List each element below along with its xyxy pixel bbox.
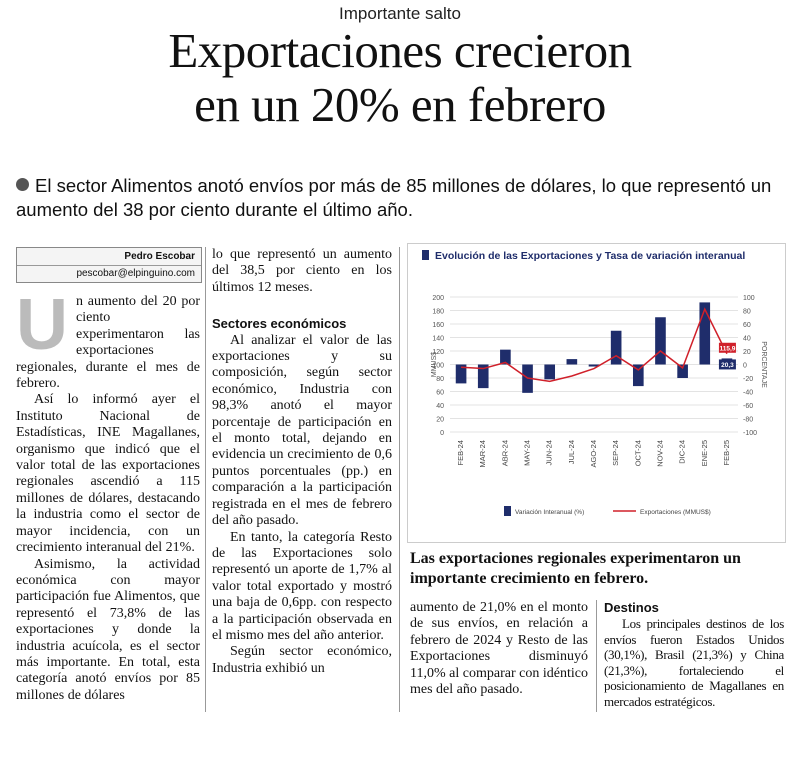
bar (500, 349, 511, 365)
x-tick-label: DIC-24 (678, 440, 687, 464)
x-tick-label: OCT-24 (633, 440, 642, 466)
x-tick-label: JUN-24 (545, 440, 554, 465)
column-divider (399, 247, 400, 712)
bar (566, 359, 578, 365)
data-label: 20,3 (721, 362, 734, 369)
data-label-box (718, 359, 736, 370)
drop-cap: U (16, 285, 68, 365)
x-tick-label: ENE-25 (700, 440, 709, 466)
author-email[interactable]: pescobar@elpinguino.com (76, 268, 195, 279)
chart-svg: 200180160140120100806040200100806040200-… (431, 295, 767, 516)
bar (455, 364, 467, 384)
column-3: aumento de 21,0% en el monto de sus enví… (410, 600, 588, 698)
paragraph: Asimismo, la actividad económica con may… (16, 556, 200, 703)
chart: Evolución de las Exportaciones y Tasa de… (407, 243, 786, 543)
left-tick-label: 80 (436, 376, 444, 383)
left-tick-label: 180 (432, 309, 444, 316)
right-tick-label: -100 (743, 430, 757, 437)
column-4: Destinos Los principales destinos de los… (604, 600, 784, 709)
x-tick-label: SEP-24 (611, 440, 620, 466)
author-name: Pedro Escobar (17, 248, 201, 266)
bar (655, 317, 666, 365)
x-tick-label: NOV-24 (655, 440, 664, 467)
x-tick-label: MAY-24 (523, 440, 532, 466)
left-tick-label: 200 (432, 295, 444, 302)
chart-title: Evolución de las Exportaciones y Tasa de… (422, 250, 745, 262)
left-tick-label: 140 (432, 336, 444, 343)
bar (544, 364, 556, 380)
left-axis-label: MMUS$ (431, 352, 438, 377)
x-tick-label: FEB-25 (722, 440, 731, 465)
summary: El sector Alimentos anotó envíos por más… (16, 174, 786, 222)
right-tick-label: 60 (743, 322, 751, 329)
right-axis-label: PORCENTAJE (760, 341, 767, 388)
byline: Pedro Escobar pescobar@elpinguino.com (16, 247, 202, 283)
x-tick-label: MAR-24 (478, 440, 487, 468)
left-tick-label: 0 (440, 430, 444, 437)
line-series (461, 307, 728, 383)
headline: Exportaciones crecieron en un 20% en feb… (0, 24, 800, 132)
legend-label: Variación Interanual (%) (515, 509, 584, 516)
bar (588, 364, 600, 367)
data-label-box (718, 342, 736, 353)
left-tick-label: 60 (436, 390, 444, 397)
bar (699, 302, 711, 365)
column-divider (596, 600, 597, 712)
subhead: Sectores económicos (212, 316, 347, 332)
paragraph: Los principales destinos de los envíos f… (604, 616, 784, 709)
paragraph: n aumento del 20 por ciento experimentar… (16, 294, 200, 392)
headline-line-2: en un 20% en febrero (194, 77, 606, 132)
bar (677, 364, 688, 378)
photo-caption: Las exportaciones regionales experimenta… (410, 550, 741, 587)
paragraph: Según sector económico, Industria exhibi… (212, 644, 392, 676)
left-tick-label: 120 (432, 349, 444, 356)
legend-label: Exportaciones (MMUS$) (640, 509, 711, 516)
left-tick-label: 20 (436, 417, 444, 424)
left-tick-label: 160 (432, 322, 444, 329)
left-tick-label: 40 (436, 403, 444, 410)
left-tick-label: 100 (432, 363, 444, 370)
paragraph: lo que representó un aumento del 38,5 po… (212, 247, 392, 295)
x-tick-label: AGO-24 (589, 440, 598, 468)
column-2: lo que representó un aumento del 38,5 po… (212, 247, 392, 677)
right-tick-label: 0 (743, 363, 747, 370)
kicker: Importante salto (339, 4, 461, 23)
right-tick-label: 40 (743, 336, 751, 343)
title-marker-icon (422, 250, 429, 260)
column-divider (205, 247, 206, 712)
bar (632, 364, 644, 387)
summary-text: El sector Alimentos anotó envíos por más… (16, 175, 772, 220)
right-tick-label: -40 (743, 390, 753, 397)
right-tick-label: -20 (743, 376, 753, 383)
paragraph: Así lo informó ayer el Instituto Naciona… (16, 392, 200, 556)
bullet-icon (16, 178, 29, 191)
headline-line-1: Exportaciones crecieron (168, 23, 632, 78)
paragraph: Al analizar el valor de las exportacione… (212, 332, 392, 529)
subhead: Destinos (604, 600, 659, 615)
data-label: 115,9 (719, 345, 735, 352)
bar (610, 330, 622, 365)
right-tick-label: -80 (743, 417, 753, 424)
paragraph: aumento de 21,0% en el monto de sus enví… (410, 600, 588, 698)
x-tick-label: ABR-24 (500, 440, 509, 466)
x-tick-label: FEB-24 (456, 440, 465, 465)
right-tick-label: 100 (743, 295, 755, 302)
legend-bar-swatch (504, 506, 511, 516)
right-tick-label: 80 (743, 309, 751, 316)
x-tick-label: JUL-24 (567, 440, 576, 464)
right-tick-label: 20 (743, 349, 751, 356)
paragraph: En tanto, la categoría Resto de las Expo… (212, 529, 392, 643)
bar (477, 364, 489, 389)
right-tick-label: -60 (743, 403, 753, 410)
